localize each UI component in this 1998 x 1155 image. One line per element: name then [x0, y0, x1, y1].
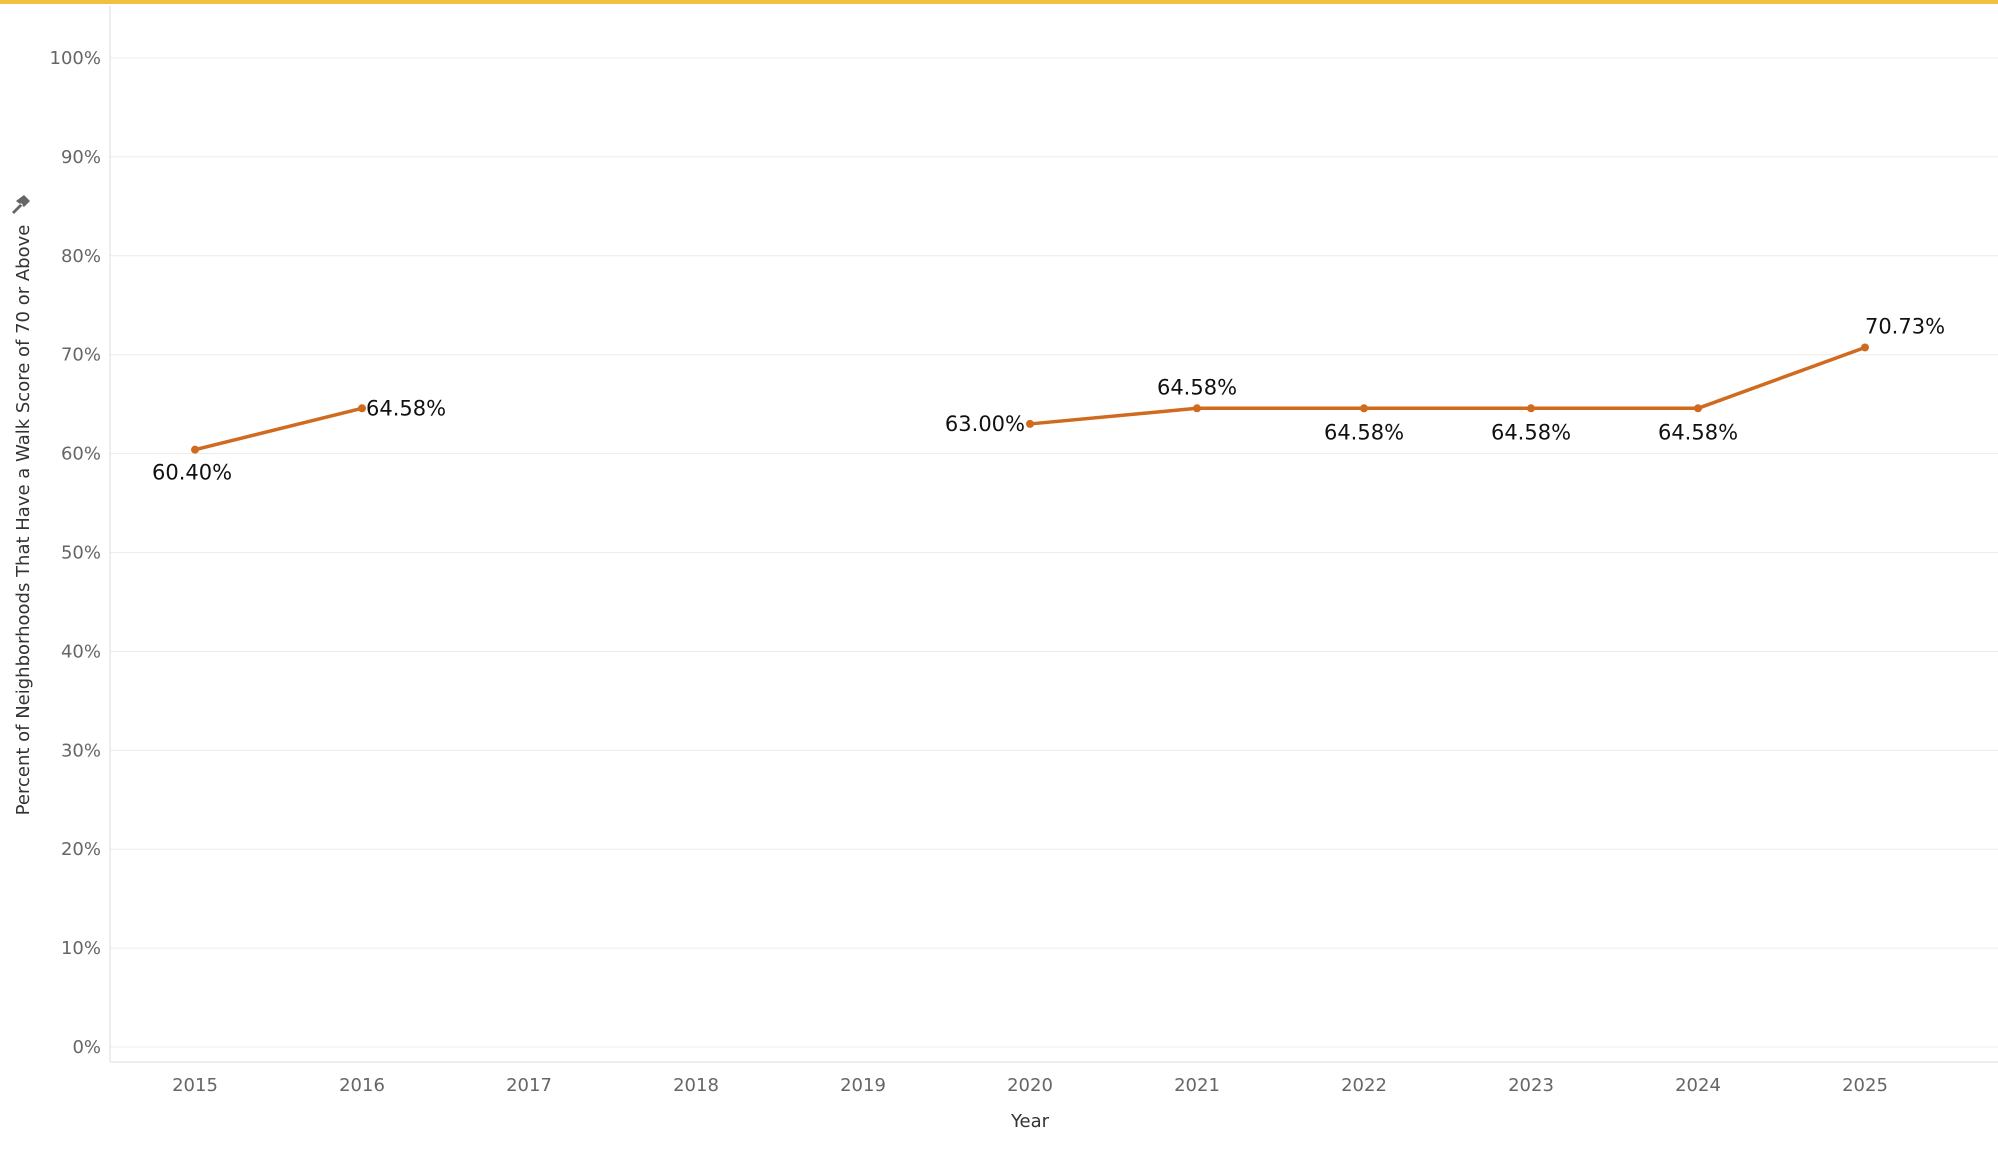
data-label: 60.40%	[152, 461, 232, 485]
x-axis-title: Year	[1010, 1111, 1050, 1132]
data-point[interactable]	[1694, 404, 1702, 413]
x-tick-label: 2022	[1341, 1075, 1387, 1096]
data-point[interactable]	[358, 404, 366, 413]
x-axis-ticks: 2015 2016 2017 2018 2019 2020 2021 2022 2023 2024…	[172, 1075, 1888, 1096]
x-tick-label: 2024	[1675, 1075, 1721, 1096]
x-tick-label: 2021	[1174, 1075, 1220, 1096]
data-label: 64.58%	[1157, 375, 1237, 399]
series-lines	[193, 345, 1867, 452]
data-label: 64.58%	[1491, 420, 1571, 444]
x-tick-label: 2018	[673, 1075, 719, 1096]
data-point[interactable]	[1527, 404, 1535, 413]
data-point[interactable]	[1861, 343, 1869, 352]
data-point[interactable]	[1193, 404, 1201, 413]
data-point[interactable]	[191, 445, 199, 454]
y-tick-label: 10%	[61, 938, 101, 959]
series-points	[191, 343, 1869, 454]
y-tick-label: 60%	[61, 444, 101, 465]
pin-icon[interactable]	[12, 195, 30, 214]
data-label: 63.00%	[945, 412, 1025, 436]
y-tick-label: 50%	[61, 543, 101, 564]
x-tick-label: 2020	[1007, 1075, 1053, 1096]
y-axis-title-group: Percent of Neighborhoods That Have a Wal…	[12, 195, 34, 815]
data-label: 64.58%	[366, 396, 446, 420]
data-label: 70.73%	[1865, 314, 1945, 338]
y-tick-label: 40%	[61, 641, 101, 662]
y-tick-label: 90%	[61, 147, 101, 168]
gridlines	[110, 57, 1998, 1048]
x-tick-label: 2019	[840, 1075, 886, 1096]
series-line	[193, 406, 364, 452]
data-labels: 60.40% 64.58% 63.00% 64.58% 64.58% 64.58% 64.5…	[152, 314, 1945, 484]
x-tick-label: 2023	[1508, 1075, 1554, 1096]
data-point[interactable]	[1026, 419, 1034, 428]
y-tick-label: 30%	[61, 740, 101, 761]
y-tick-label: 0%	[72, 1037, 101, 1058]
y-tick-label: 100%	[50, 48, 101, 69]
x-tick-label: 2015	[172, 1075, 218, 1096]
x-tick-label: 2025	[1842, 1075, 1888, 1096]
data-label: 64.58%	[1324, 420, 1404, 444]
series-line	[1028, 345, 1867, 426]
y-tick-label: 70%	[61, 345, 101, 366]
y-axis-ticks: 0% 10% 20% 30% 40% 50% 60% 70% 80% 90% 100%	[50, 48, 101, 1058]
x-tick-label: 2016	[339, 1075, 385, 1096]
y-tick-label: 20%	[61, 839, 101, 860]
axes	[109, 6, 1998, 1063]
data-label: 64.58%	[1658, 420, 1738, 444]
data-point[interactable]	[1360, 404, 1368, 413]
x-tick-label: 2017	[506, 1075, 552, 1096]
y-tick-label: 80%	[61, 246, 101, 267]
top-accent-bar	[0, 0, 1998, 4]
y-axis-title: Percent of Neighborhoods That Have a Wal…	[13, 225, 34, 816]
